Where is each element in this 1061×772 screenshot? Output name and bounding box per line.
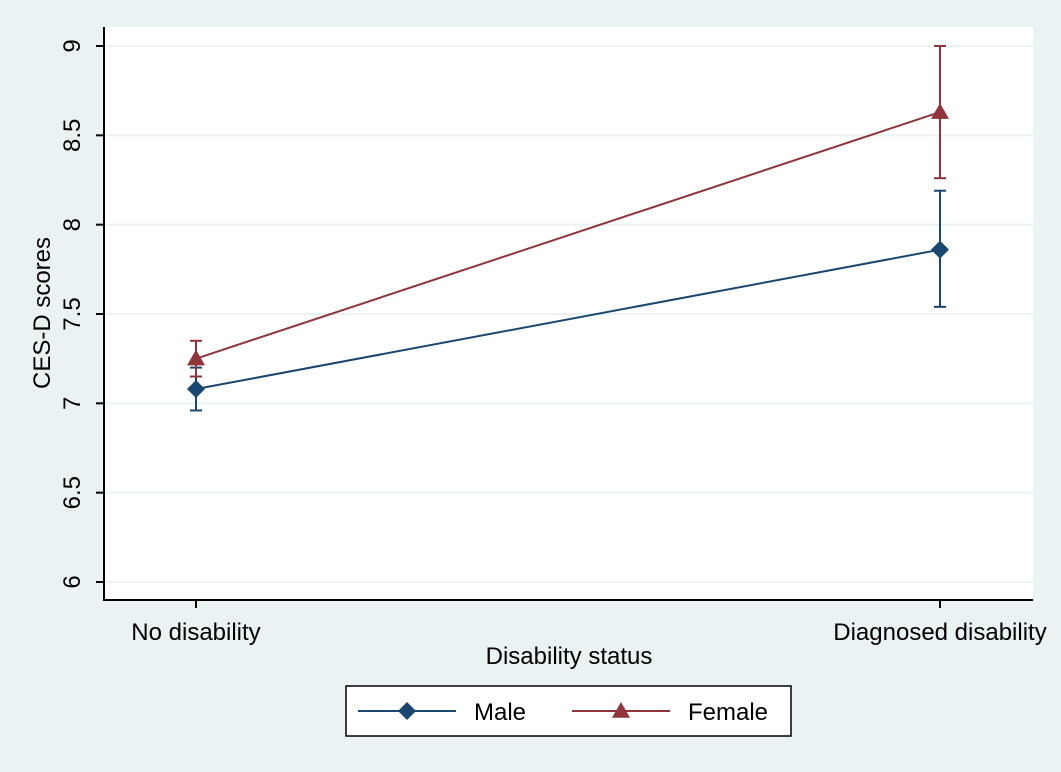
series-female — [187, 45, 949, 378]
x-ticks: No disability Diagnosed disability — [131, 600, 1047, 646]
legend-marker — [612, 702, 630, 718]
data-point — [931, 240, 949, 259]
y-tick-label: 9 — [59, 39, 86, 52]
y-tick-label: 7 — [59, 397, 86, 410]
series-line — [195, 248, 941, 391]
data-point — [187, 380, 205, 399]
y-tick-label: 7.5 — [59, 297, 86, 330]
legend-marker — [398, 702, 416, 720]
x-tick-label: Diagnosed disability — [833, 619, 1046, 646]
legend: Male Female — [345, 685, 792, 737]
legend-item-female: Female — [572, 699, 768, 726]
data-point — [931, 103, 949, 119]
y-tick-label: 6 — [59, 575, 86, 588]
y-tick-label: 8 — [59, 218, 86, 231]
y-axis-title: CES-D scores — [29, 237, 56, 389]
x-tick-label: No disability — [131, 619, 260, 646]
legend-item-male: Male — [358, 699, 526, 726]
y-tick-label: 6.5 — [59, 476, 86, 509]
legend-label: Male — [474, 699, 526, 726]
y-ticks: 6 6.5 7 7.5 8 8.5 9 — [59, 39, 104, 589]
legend-label: Female — [688, 699, 768, 726]
series-layer — [187, 45, 949, 412]
y-tick-label: 8.5 — [59, 119, 86, 152]
data-point — [187, 349, 205, 366]
x-axis-title: Disability status — [486, 643, 653, 670]
series-male — [187, 189, 949, 412]
series-line — [195, 111, 941, 360]
gridlines — [104, 45, 1033, 583]
